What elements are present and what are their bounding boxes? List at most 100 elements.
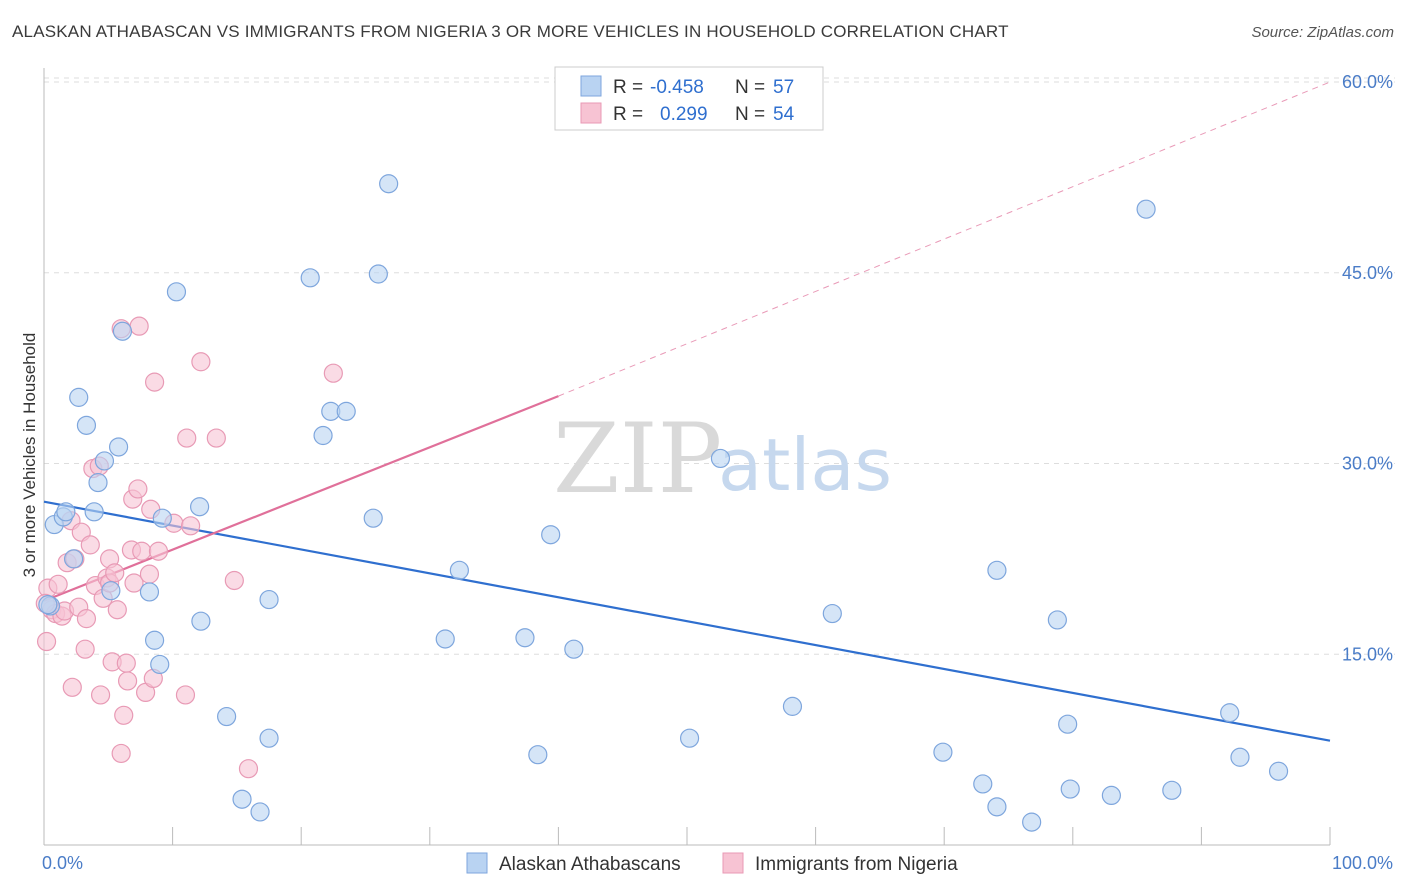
point-nigeria: [114, 705, 134, 725]
point-nigeria: [116, 653, 136, 673]
point-nigeria: [36, 631, 57, 652]
point-alaskan-athabascan: [63, 549, 84, 569]
bottom-legend-swatch-pink: [722, 852, 744, 874]
point-alaskan-athabascan: [144, 630, 165, 650]
legend-swatch-pink: [580, 102, 602, 124]
x-tick-label: 100.0%: [1332, 853, 1393, 873]
point-alaskan-athabascan: [76, 415, 97, 435]
point-alaskan-athabascan: [541, 525, 561, 545]
point-nigeria: [62, 677, 82, 697]
point-nigeria: [238, 759, 259, 779]
bottom-legend-label-1: Alaskan Athabascans: [499, 854, 681, 875]
point-alaskan-athabascan: [259, 728, 279, 748]
point-nigeria: [124, 573, 144, 593]
point-alaskan-athabascan: [363, 508, 383, 528]
y-tick-labels: 15.0% 30.0% 45.0% 60.0%: [1342, 72, 1393, 664]
y-tick-label: 15.0%: [1342, 644, 1393, 664]
point-nigeria: [75, 639, 95, 659]
point-alaskan-athabascan: [1022, 812, 1042, 832]
point-nigeria: [76, 609, 97, 629]
point-alaskan-athabascan: [1101, 785, 1121, 806]
point-alaskan-athabascan: [933, 742, 953, 762]
point-alaskan-athabascan: [232, 789, 252, 809]
bottom-legend: Alaskan Athabascans Immigrants from Nige…: [466, 852, 958, 875]
point-alaskan-athabascan: [166, 282, 187, 302]
point-nigeria: [175, 685, 196, 705]
point-alaskan-athabascan: [1220, 703, 1240, 723]
point-alaskan-athabascan: [191, 611, 211, 631]
y-tick-label: 60.0%: [1342, 72, 1393, 92]
chart-title: ALASKAN ATHABASCAN VS IMMIGRANTS FROM NI…: [12, 22, 1009, 41]
x-tick-labels: 0.0% 100.0%: [42, 853, 1393, 873]
point-alaskan-athabascan: [1268, 761, 1289, 781]
point-nigeria: [177, 428, 197, 448]
point-alaskan-athabascan: [112, 321, 133, 341]
trend-line-nigeria: [43, 395, 559, 602]
point-alaskan-athabascan: [38, 595, 58, 615]
trend-lines: [43, 81, 1331, 742]
point-nigeria: [107, 600, 127, 620]
legend-r-value-2: 0.299: [660, 104, 708, 125]
point-nigeria: [129, 316, 149, 336]
point-alaskan-athabascan: [1136, 199, 1156, 219]
legend-r-value-1: -0.458: [650, 77, 704, 98]
point-alaskan-athabascan: [987, 797, 1007, 817]
point-nigeria: [48, 574, 68, 594]
point-nigeria: [224, 570, 244, 591]
point-nigeria: [117, 671, 138, 691]
point-nigeria: [80, 535, 100, 555]
legend-n-label-1: N =: [735, 77, 765, 98]
legend-r-label-2: R =: [613, 104, 643, 125]
point-alaskan-athabascan: [679, 728, 700, 748]
point-nigeria: [148, 541, 169, 561]
point-alaskan-athabascan: [1058, 714, 1078, 734]
point-alaskan-athabascan: [69, 387, 89, 407]
point-alaskan-athabascan: [1047, 610, 1067, 630]
point-alaskan-athabascan: [101, 581, 121, 601]
point-nigeria: [128, 479, 148, 499]
point-nigeria: [132, 541, 152, 561]
point-alaskan-athabascan: [217, 706, 237, 727]
point-alaskan-athabascan: [190, 497, 210, 517]
legend-n-label-2: N =: [735, 104, 765, 125]
point-alaskan-athabascan: [259, 589, 279, 610]
point-alaskan-athabascan: [152, 508, 172, 528]
point-alaskan-athabascan: [250, 802, 270, 822]
grid-lines: [44, 77, 1395, 655]
point-nigeria: [206, 428, 226, 448]
legend-box: R = -0.458 N = 57 R = 0.299 N = 54: [554, 66, 824, 131]
trend-line-alaskan-athabascan: [43, 500, 1331, 742]
point-nigeria: [139, 564, 160, 584]
point-nigeria: [144, 372, 165, 392]
point-alaskan-athabascan: [782, 696, 803, 716]
point-alaskan-athabascan: [822, 603, 842, 624]
point-alaskan-athabascan: [336, 401, 356, 421]
point-alaskan-athabascan: [379, 174, 399, 194]
y-axis-label: 3 or more Vehicles in Household: [20, 333, 39, 578]
point-nigeria: [105, 563, 125, 583]
point-alaskan-athabascan: [515, 628, 535, 648]
legend-swatch-blue: [580, 75, 602, 97]
point-alaskan-athabascan: [564, 639, 584, 659]
point-alaskan-athabascan: [435, 629, 455, 649]
source-credit: Source: ZipAtlas.com: [1251, 24, 1394, 41]
point-alaskan-athabascan: [528, 745, 548, 765]
point-alaskan-athabascan: [108, 437, 129, 457]
legend-n-value-1: 57: [773, 77, 794, 98]
x-tick-label: 0.0%: [42, 853, 83, 873]
legend-n-value-2: 54: [773, 104, 795, 125]
watermark: ZIP atlas: [553, 403, 892, 515]
point-alaskan-athabascan: [987, 560, 1007, 580]
data-points: [35, 174, 1289, 832]
point-nigeria: [191, 352, 211, 372]
point-alaskan-athabascan: [973, 774, 993, 794]
y-tick-label: 45.0%: [1342, 263, 1393, 283]
axes: [43, 68, 1331, 846]
point-alaskan-athabascan: [1162, 780, 1182, 800]
point-alaskan-athabascan: [449, 560, 469, 580]
point-nigeria: [111, 743, 131, 764]
bottom-legend-label-2: Immigrants from Nigeria: [755, 854, 958, 875]
point-nigeria: [181, 516, 201, 536]
watermark-atlas: atlas: [718, 423, 892, 507]
